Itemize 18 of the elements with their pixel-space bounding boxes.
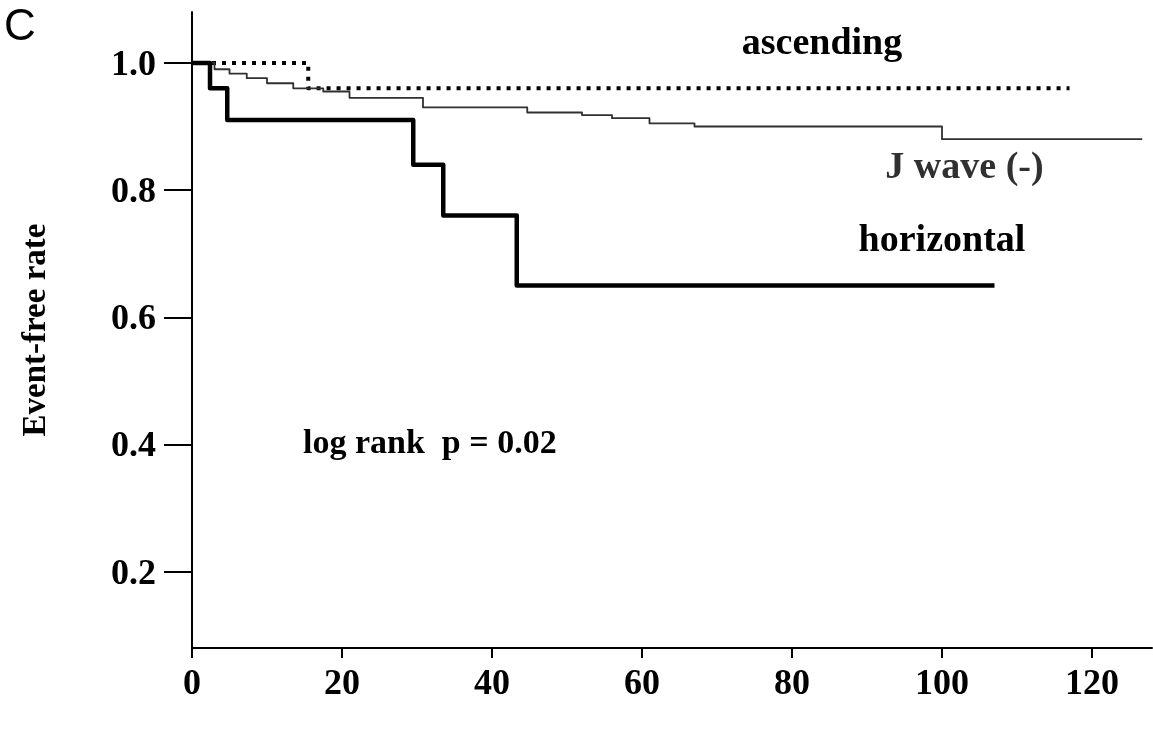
y-tick-label: 1.0 xyxy=(111,42,156,83)
y-tick-label: 0.2 xyxy=(111,551,156,592)
y-tick-label: 0.8 xyxy=(111,170,156,211)
x-tick-label: 120 xyxy=(1065,662,1119,702)
x-tick-label: 80 xyxy=(774,662,810,702)
text: C xyxy=(4,0,36,49)
x-tick-label: 60 xyxy=(624,662,660,702)
series-label: horizontal xyxy=(858,216,1026,259)
x-tick-label: 100 xyxy=(915,662,969,702)
annotation: log rank p = 0.02 xyxy=(303,422,557,460)
x-tick-label: 0 xyxy=(183,662,201,702)
x-tick-label: 20 xyxy=(324,662,360,702)
y-tick-label: 0.4 xyxy=(111,424,156,465)
series-label: ascending xyxy=(741,19,903,62)
series-label: J wave (-) xyxy=(885,143,1044,187)
x-tick-label: 40 xyxy=(474,662,510,702)
y-tick-label: 0.6 xyxy=(111,297,156,338)
y-axis-title: Event-free rate xyxy=(15,223,52,437)
